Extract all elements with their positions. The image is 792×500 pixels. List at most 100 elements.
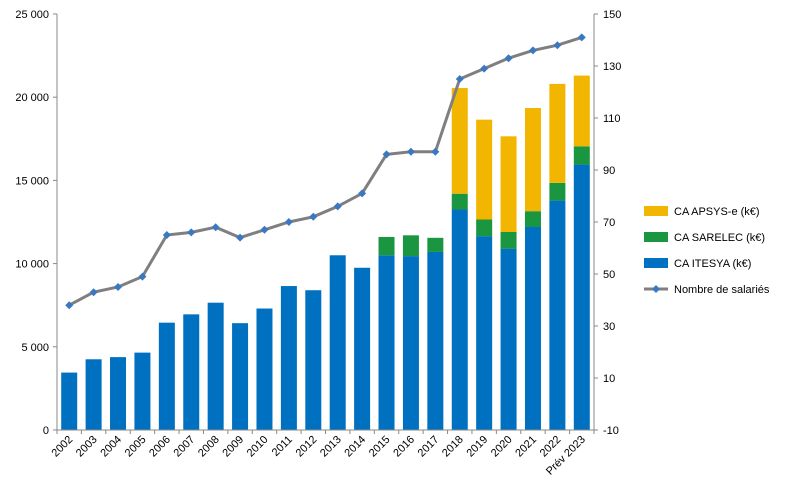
x-tick-label: 2013 [318, 434, 344, 460]
employees-point [138, 272, 147, 281]
bar-itesya [256, 308, 273, 430]
right-tick-label: 130 [603, 61, 621, 73]
bar-itesya [524, 226, 541, 430]
right-tick-label: -10 [603, 425, 619, 437]
bar-sarelec [402, 235, 419, 257]
bar-itesya [354, 267, 371, 430]
employees-point [65, 301, 74, 310]
employees-point [528, 46, 537, 55]
right-tick-label: 30 [603, 321, 615, 333]
legend-swatch [644, 232, 668, 242]
bar-sarelec [573, 146, 590, 165]
employees-point [89, 288, 98, 297]
bar-itesya [158, 322, 175, 430]
bar-itesya [207, 302, 224, 430]
employees-point [480, 64, 489, 73]
right-tick-label: 50 [603, 269, 615, 281]
right-tick-label: 90 [603, 165, 615, 177]
legend-swatch [644, 206, 668, 216]
employees-line [68, 35, 583, 307]
employees-point [309, 212, 318, 221]
legend-swatch [644, 258, 668, 268]
bar-apsys [573, 75, 590, 147]
employees-point [455, 75, 464, 83]
bar-sarelec [451, 193, 468, 210]
employees-point [431, 147, 440, 156]
left-tick-label: 5 000 [21, 342, 49, 354]
bar-sarelec [427, 237, 444, 252]
bar-itesya [134, 352, 151, 430]
bar-apsys [500, 136, 517, 232]
employees-point [382, 150, 391, 159]
employees-point [504, 54, 513, 63]
x-tick-label: 2016 [391, 434, 417, 460]
bar-sarelec [524, 211, 541, 227]
employees-point [211, 223, 220, 232]
x-tick-label: 2020 [489, 434, 515, 460]
employees-point [260, 225, 269, 234]
legend-marker [652, 285, 660, 293]
bar-sarelec [378, 236, 395, 256]
x-tick-label: 2004 [98, 434, 124, 460]
x-tick-label: 2014 [342, 434, 368, 460]
left-tick-label: 15 000 [15, 175, 49, 187]
x-tick-label: 2007 [172, 434, 198, 460]
bar-apsys [549, 83, 566, 183]
bar-itesya [427, 251, 444, 430]
bar-sarelec [549, 182, 566, 201]
bar-series-group [61, 75, 590, 431]
legend-label: Nombre de salariés [674, 284, 770, 296]
x-tick-label: 2002 [50, 434, 76, 460]
left-y-axis: 0 5 000 10 000 15 000 20 000 25 000 [15, 9, 58, 437]
bar-itesya [451, 209, 468, 430]
bar-itesya [183, 314, 200, 430]
employees-point [114, 283, 123, 291]
employees-point [333, 202, 342, 211]
left-tick-label: 25 000 [15, 9, 49, 21]
x-tick-label: 2015 [367, 434, 393, 460]
x-tick-label: 2005 [123, 434, 149, 460]
right-tick-label: 70 [603, 217, 615, 229]
x-tick-label: 2003 [74, 434, 100, 460]
x-tick-label: 2006 [147, 434, 173, 460]
legend: CA APSYS-e (k€) CA SARELEC (k€) CA ITESYA … [644, 206, 770, 296]
bar-itesya [402, 256, 419, 430]
left-tick-label: 10 000 [15, 259, 49, 271]
x-tick-label: 2017 [416, 434, 442, 460]
x-tick-label: 2012 [294, 434, 320, 460]
x-tick-label: 2010 [245, 434, 271, 460]
x-tick-label: 2008 [196, 434, 222, 460]
x-tick-label: 2011 [270, 434, 295, 459]
bar-apsys [524, 108, 541, 212]
bar-itesya [110, 357, 127, 430]
bar-itesya [378, 255, 395, 430]
bar-apsys [476, 119, 493, 220]
legend-label: CA ITESYA (k€) [674, 258, 751, 270]
employees-point [358, 189, 367, 198]
right-tick-label: 10 [603, 373, 615, 385]
bar-itesya [500, 248, 517, 430]
x-tick-label: 2018 [440, 434, 466, 460]
legend-label: CA SARELEC (k€) [674, 232, 765, 244]
right-y-axis: -10 10 30 50 70 90 110 130 150 [593, 9, 621, 437]
bar-apsys [451, 88, 468, 194]
bar-itesya [280, 286, 297, 430]
right-tick-label: 150 [603, 9, 621, 21]
employees-point [577, 33, 586, 42]
line-series-group [65, 33, 586, 310]
bar-itesya [61, 372, 78, 430]
x-tick-label: 2019 [464, 434, 490, 460]
bar-itesya [85, 359, 102, 430]
employees-point [406, 147, 415, 156]
bar-itesya [305, 290, 322, 430]
legend-label: CA APSYS-e (k€) [674, 206, 760, 218]
bar-itesya [329, 255, 346, 430]
x-tick-label: 2009 [220, 434, 246, 460]
bar-itesya [549, 200, 566, 430]
employees-point [553, 41, 562, 50]
bar-itesya [476, 236, 493, 430]
right-tick-label: 110 [603, 113, 621, 125]
